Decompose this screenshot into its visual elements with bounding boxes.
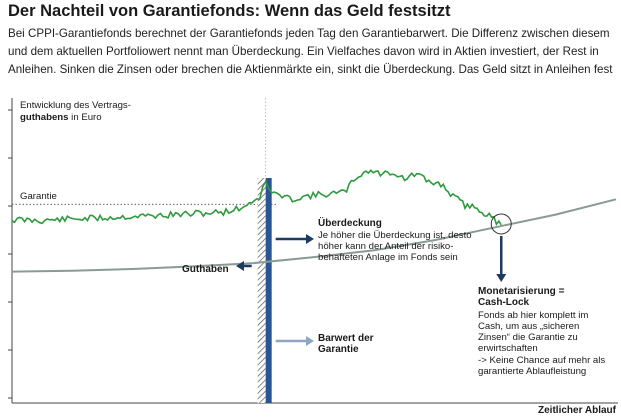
monetarisierung-text-3: Zinsen“ die Garantie zu (478, 332, 578, 343)
y-axis-label-bold: guthabens (20, 112, 69, 123)
monetarisierung-text-4: erwirtschaften (478, 343, 538, 354)
ueberdeckung-title: Überdeckung (318, 216, 382, 229)
x-axis-label: Zeitlicher Ablauf (538, 405, 617, 416)
monetarisierung-text-2: Cash, um aus „sicheren (478, 321, 579, 332)
ueberdeckung-text-3: behafteten Anlage im Fonds sein (318, 252, 458, 263)
y-axis-label-line2: guthabens in Euro (20, 112, 102, 123)
y-axis-ticks (8, 109, 12, 399)
ueberdeckung-arrow (275, 234, 314, 244)
hatched-reference-bar (257, 178, 266, 403)
barwert-label-2: Garantie (318, 344, 359, 355)
cash-lock-arrow (496, 235, 507, 282)
arrow-head (496, 274, 507, 282)
monetarisierung-note-2: garantierte Ablaufleistung (478, 366, 586, 377)
intro-paragraph: Bei CPPI-Garantiefonds berechnet der Gar… (8, 27, 613, 76)
guthaben-arrow (236, 261, 252, 271)
series-line-fund (11, 169, 502, 227)
monetarisierung-title-1: Monetarisierung = (478, 286, 565, 297)
monetarisierung-title-2: Cash-Lock (478, 297, 530, 308)
ueberdeckung-text-1: Je höher die Überdeckung ist, desto (318, 230, 472, 241)
page-title: Der Nachteil von Garantiefonds: Wenn das… (8, 2, 451, 20)
y-axis-label-rest: in Euro (69, 112, 102, 123)
arrow-head (306, 234, 314, 244)
series-line-barwert (11, 198, 617, 273)
arrow-head (236, 261, 244, 271)
monetarisierung-text-1: Fonds ab hier komplett im (478, 310, 588, 321)
barwert-label-1: Barwert der (318, 333, 374, 344)
y-axis-label-line1: Entwicklung des Vertrags- (20, 100, 131, 111)
portfolio-value-bar (265, 178, 272, 403)
barwert-arrow (275, 336, 314, 346)
arrow-head (306, 336, 314, 346)
cash-lock-marker (490, 213, 512, 235)
guarantee-label: Garantie (20, 191, 57, 202)
monetarisierung-note-1: -> Keine Chance auf mehr als (478, 355, 605, 366)
ueberdeckung-text-2: höher kann der Anteil der risiko- (318, 241, 453, 252)
guthaben-label: Guthaben (182, 264, 229, 275)
